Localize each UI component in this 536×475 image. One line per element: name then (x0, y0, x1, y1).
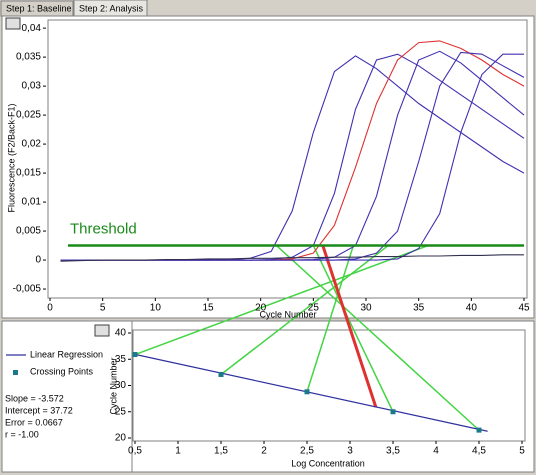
y-tick-label: 35 (115, 354, 127, 365)
x-tick-label: 40 (466, 303, 478, 314)
y-tick-label: 0,03 (22, 81, 42, 92)
x-tick-label: 45 (518, 303, 530, 314)
connector-line (312, 245, 394, 413)
x-tick-label: 25 (308, 303, 320, 314)
y-tick-label: 0,04 (22, 23, 42, 34)
legend-panel (1, 320, 133, 473)
crossing-point (304, 389, 310, 395)
x-tick-label: 20 (255, 303, 267, 314)
tab-label: Step 1: Baseline (6, 3, 72, 13)
x-axis-label: Cycle Number (259, 309, 316, 319)
x-tick-label: 2 (261, 446, 267, 457)
crossing-point (476, 427, 482, 433)
crossing-point (218, 371, 224, 377)
stat-text: Intercept = 37.72 (5, 405, 73, 415)
zoom-icon[interactable] (94, 324, 110, 337)
y-axis-label: Fluorescence (F2/Back-F1) (6, 103, 16, 212)
y-tick-label: 25 (115, 406, 127, 417)
x-tick-label: 2,5 (300, 446, 314, 457)
x-tick-label: 30 (360, 303, 372, 314)
tab-label: Step 2: Analysis (79, 3, 144, 13)
y-tick-label: -0,005 (13, 284, 42, 295)
x-axis-label: Log Concentration (291, 458, 365, 468)
x-tick-label: 15 (202, 303, 214, 314)
connector-line (220, 244, 389, 376)
legend-label: Crossing Points (30, 366, 94, 376)
plot-frame (47, 19, 528, 299)
y-tick-label: 40 (115, 328, 127, 339)
connector-line (306, 245, 355, 393)
x-tick-label: 5 (100, 303, 106, 314)
x-tick-label: 4 (433, 446, 439, 457)
crossing-point (132, 352, 138, 358)
y-tick-label: 0,025 (16, 110, 41, 121)
plot-frame (132, 329, 526, 442)
zoom-icon[interactable] (5, 17, 21, 30)
x-tick-label: 5 (519, 446, 525, 457)
stat-text: Error = 0.0667 (5, 417, 63, 427)
unknown-connector (321, 245, 378, 408)
y-tick-label: 0,015 (16, 168, 41, 179)
x-tick-label: 35 (413, 303, 425, 314)
y-tick-label: 0,01 (22, 197, 42, 208)
y-tick-label: 20 (115, 433, 127, 444)
x-tick-label: 3 (347, 446, 353, 457)
connector-line (275, 245, 480, 431)
y-axis-label: Cycle Number (108, 357, 118, 414)
connector-line (134, 244, 429, 356)
y-tick-label: 0,02 (22, 139, 42, 150)
x-tick-label: 3,5 (386, 446, 400, 457)
threshold-label: Threshold (70, 221, 137, 238)
x-tick-label: 10 (150, 303, 162, 314)
legend-label: Linear Regression (30, 349, 103, 359)
y-tick-label: 0 (35, 255, 41, 266)
x-tick-label: 0,5 (128, 446, 142, 457)
regression-line (134, 353, 488, 432)
x-tick-label: 4,5 (472, 446, 486, 457)
y-tick-label: 0,035 (16, 52, 41, 63)
x-tick-label: 0 (47, 303, 53, 314)
y-tick-label: 30 (115, 380, 127, 391)
amplification-curve (60, 254, 524, 262)
stat-text: Slope = -3.572 (5, 393, 64, 403)
stat-text: r = -1.00 (5, 429, 39, 439)
x-tick-label: 1,5 (214, 446, 228, 457)
connector-layer (134, 244, 480, 431)
legend-marker (13, 370, 18, 375)
y-tick-label: 0,005 (16, 226, 41, 237)
crossing-point (390, 409, 396, 415)
x-tick-label: 1 (175, 446, 181, 457)
